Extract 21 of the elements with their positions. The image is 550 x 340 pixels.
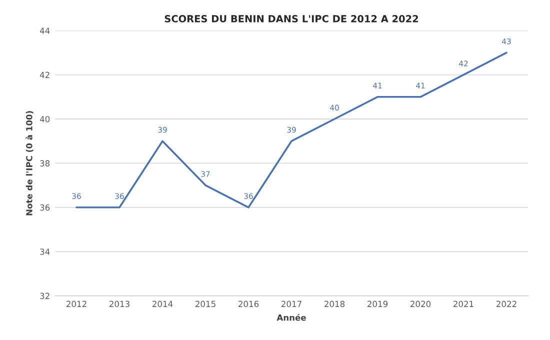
x-axis-title: Année: [276, 314, 306, 321]
y-axis-title: Note de l'IPC (0 à 100): [26, 111, 34, 216]
y-tick-label: 44: [40, 28, 50, 34]
x-tick-label: 2016: [238, 300, 259, 308]
x-tick-label: 2021: [454, 300, 474, 308]
x-tick-label: 2012: [66, 300, 86, 308]
y-tick-label: 38: [40, 160, 50, 166]
chart-title: SCORES DU BENIN DANS L'IPC DE 2012 A 2022: [164, 15, 418, 22]
x-tick-label: 2017: [282, 300, 302, 308]
x-tick-label: 2019: [368, 300, 388, 308]
x-tick-label: 2015: [196, 300, 216, 308]
x-tick-label: 2018: [324, 300, 345, 308]
x-tick-label: 2013: [110, 300, 130, 308]
y-tick-label: 32: [40, 292, 50, 300]
y-tick-label: 36: [40, 204, 50, 211]
y-tick-label: 34: [40, 248, 50, 255]
x-tick-label: 2022: [496, 300, 516, 308]
x-tick-label: 2014: [152, 300, 173, 308]
y-tick-label: 42: [40, 72, 50, 78]
x-tick-label: 2020: [410, 300, 431, 308]
y-tick-label: 40: [40, 116, 50, 122]
